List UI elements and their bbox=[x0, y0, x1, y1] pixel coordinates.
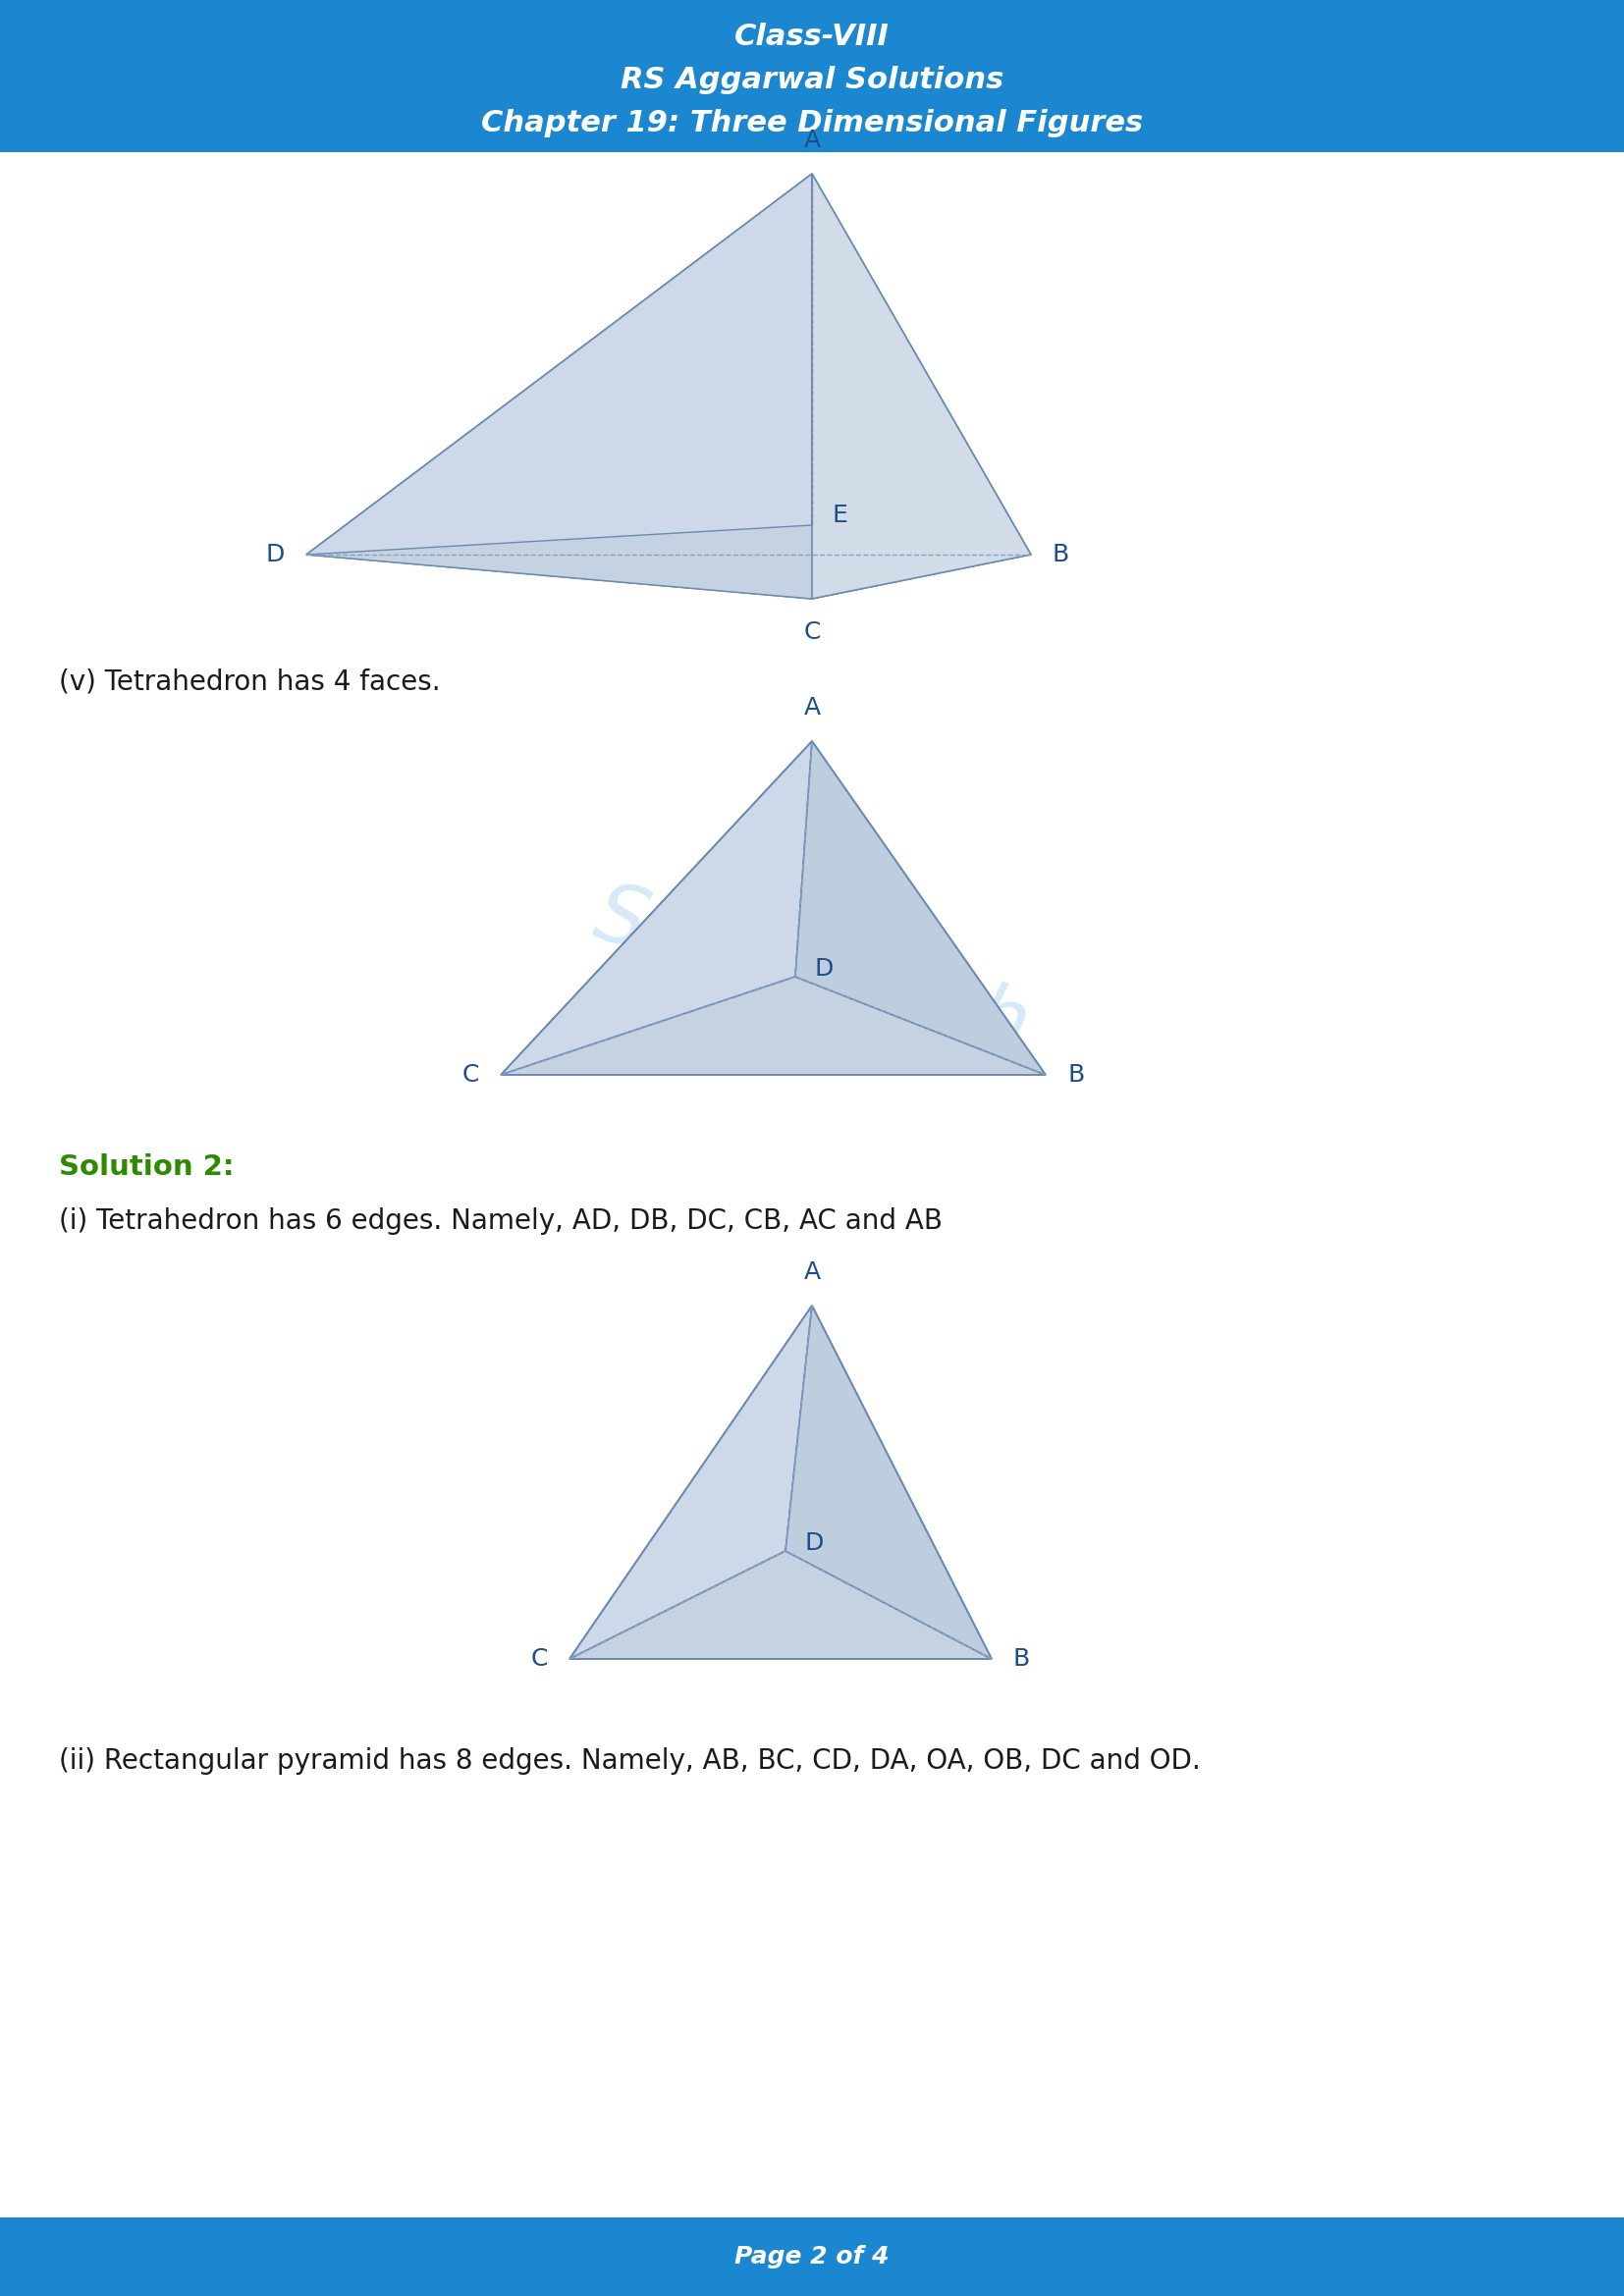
Text: Study Path: Study Path bbox=[586, 875, 1038, 1068]
Polygon shape bbox=[796, 742, 1046, 1075]
Text: Page 2 of 4: Page 2 of 4 bbox=[734, 2245, 890, 2268]
Text: D: D bbox=[266, 542, 284, 567]
Text: A: A bbox=[804, 129, 820, 152]
Polygon shape bbox=[307, 174, 812, 556]
Bar bbox=[0, 0, 1624, 152]
Polygon shape bbox=[307, 526, 1031, 599]
Polygon shape bbox=[500, 976, 1046, 1075]
Text: Class-VIII: Class-VIII bbox=[734, 23, 890, 51]
Text: C: C bbox=[463, 1063, 479, 1086]
Text: D: D bbox=[806, 1531, 823, 1554]
Polygon shape bbox=[812, 174, 1031, 599]
Text: RS Aggarwal Solutions: RS Aggarwal Solutions bbox=[620, 67, 1004, 94]
Polygon shape bbox=[570, 1306, 812, 1660]
Text: B: B bbox=[1013, 1646, 1030, 1671]
Text: A: A bbox=[804, 696, 820, 719]
Text: E: E bbox=[831, 503, 848, 528]
Text: Solution 2:: Solution 2: bbox=[58, 1153, 234, 1180]
Polygon shape bbox=[500, 742, 812, 1075]
Text: C: C bbox=[531, 1646, 547, 1671]
Text: (i) Tetrahedron has 6 edges. Namely, AD, DB, DC, CB, AC and AB: (i) Tetrahedron has 6 edges. Namely, AD,… bbox=[58, 1208, 942, 1235]
Bar bbox=[0, 2218, 1624, 2296]
Polygon shape bbox=[307, 174, 812, 599]
Text: B: B bbox=[1067, 1063, 1085, 1086]
Text: (v) Tetrahedron has 4 faces.: (v) Tetrahedron has 4 faces. bbox=[58, 668, 440, 696]
Text: B: B bbox=[1052, 542, 1070, 567]
Text: C: C bbox=[804, 620, 820, 643]
Text: D: D bbox=[815, 957, 835, 980]
Text: Chapter 19: Three Dimensional Figures: Chapter 19: Three Dimensional Figures bbox=[481, 110, 1143, 138]
Polygon shape bbox=[786, 1306, 992, 1660]
Text: A: A bbox=[804, 1261, 820, 1283]
Polygon shape bbox=[570, 1552, 992, 1660]
Text: (ii) Rectangular pyramid has 8 edges. Namely, AB, BC, CD, DA, OA, OB, DC and OD.: (ii) Rectangular pyramid has 8 edges. Na… bbox=[58, 1747, 1200, 1775]
Polygon shape bbox=[812, 174, 1031, 556]
